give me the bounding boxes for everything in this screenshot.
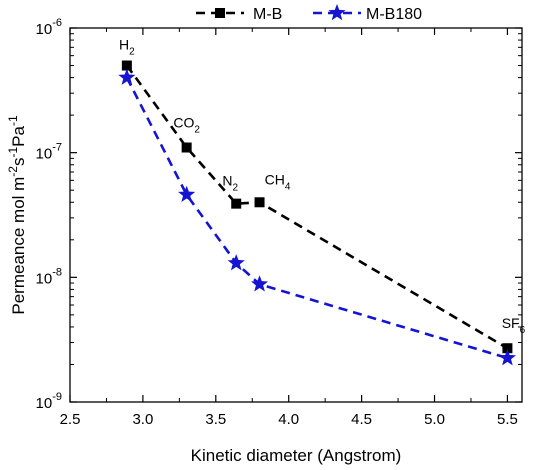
legend-label-m-b180: M-B180	[366, 6, 422, 23]
legend-marker-m-b180	[328, 4, 346, 21]
point-m-b180	[118, 68, 136, 85]
gas-label: SF6	[502, 315, 526, 336]
x-axis-label: Kinetic diameter (Angstrom)	[191, 446, 402, 465]
gas-label: H2	[119, 37, 135, 58]
x-tick-label: 3.5	[205, 411, 226, 428]
axes-layer: 2.5 3.0 3.5 4.0 4.5 5.0 5.5 10-9 10-8 10-7 10-6	[36, 17, 523, 428]
gas-label: N2	[222, 173, 238, 194]
x-tick-label: 4.0	[278, 411, 299, 428]
point-m-b	[502, 343, 513, 354]
legend-marker-m-b	[215, 8, 225, 18]
x-tick-label: 5.0	[424, 411, 445, 428]
y-tick-label: 10-7	[36, 142, 62, 163]
annotation-layer: H2 CO2 N2 CH4 SF6	[119, 37, 526, 337]
point-m-b	[121, 60, 132, 71]
legend-label-m-b: M-B	[253, 6, 282, 23]
y-axis-label: Permeance mol m-2s-1Pa-1	[6, 115, 28, 315]
x-tick-label: 2.5	[60, 411, 81, 428]
plot-frame	[69, 27, 523, 403]
point-m-b	[181, 142, 192, 153]
point-m-b	[254, 197, 265, 208]
point-m-b180	[250, 275, 269, 292]
point-m-b180	[178, 185, 196, 202]
x-tick-label: 4.5	[351, 411, 372, 428]
y-tick-label: 10-8	[36, 266, 62, 287]
x-tick-label: 3.0	[132, 411, 153, 428]
series-layer	[118, 60, 516, 366]
gas-label: CH4	[265, 171, 291, 192]
point-m-b	[231, 198, 242, 209]
x-tick-label: 5.5	[497, 411, 518, 428]
legend: M-B M-B180	[196, 4, 422, 23]
series-line-m-b	[125, 64, 509, 350]
point-m-b180	[227, 254, 245, 271]
y-tick-label: 10-6	[36, 17, 62, 38]
y-tick-label: 10-9	[36, 391, 62, 412]
gas-label: CO2	[173, 115, 200, 136]
point-m-b180	[498, 349, 516, 366]
